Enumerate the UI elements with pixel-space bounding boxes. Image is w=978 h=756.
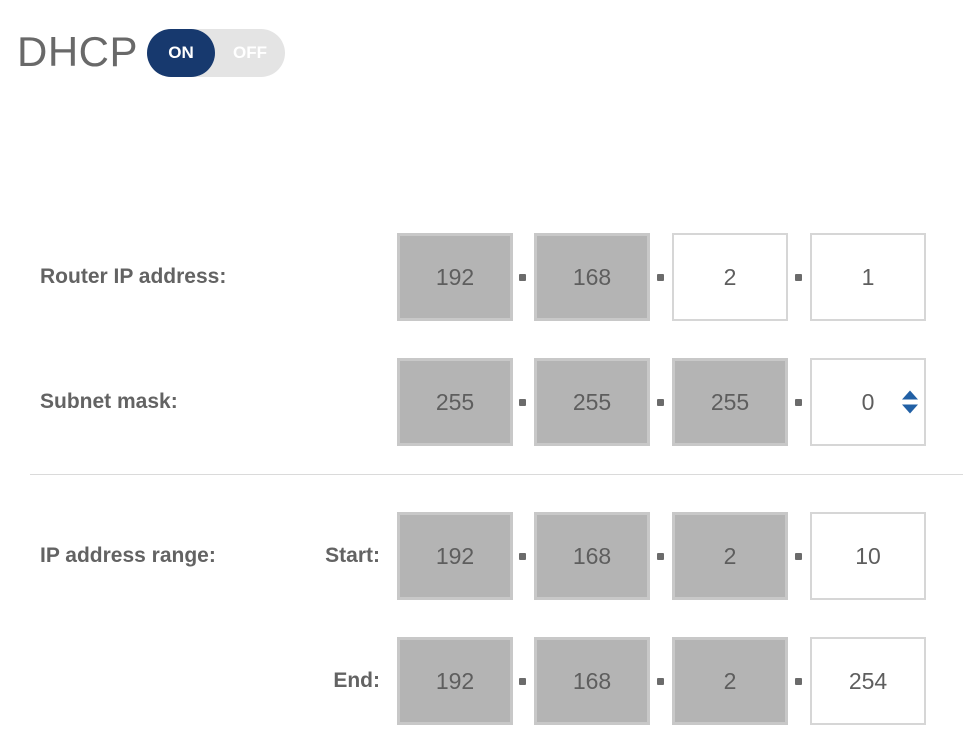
range-start-octet-4-input[interactable] (810, 512, 926, 600)
subnet-mask-octet-4-spinner (902, 390, 918, 414)
range-end-label: End: (333, 669, 380, 692)
octet-separator-dot (519, 399, 526, 406)
router-ip-octet-3-input[interactable] (672, 233, 788, 321)
section-divider (30, 474, 963, 475)
range-start-octet-1: 192 (397, 512, 513, 600)
range-end-octet-3: 2 (672, 637, 788, 725)
dhcp-toggle-off-button[interactable]: OFF (233, 43, 267, 62)
subnet-mask-label: Subnet mask: (40, 390, 178, 413)
octet-separator-dot (519, 553, 526, 560)
subnet-mask-octet-1: 255 (397, 358, 513, 446)
ip-range-start-row: IP address range: Start: 192 168 2 (0, 512, 978, 600)
subnet-mask-octet-4-input[interactable] (810, 358, 926, 446)
octet-separator-dot (657, 553, 664, 560)
dhcp-toggle[interactable]: ON OFF (147, 29, 285, 77)
subnet-mask-octet-3: 255 (672, 358, 788, 446)
octet-separator-dot (657, 274, 664, 281)
router-ip-octet-2: 168 (534, 233, 650, 321)
range-start-label: Start: (325, 544, 380, 567)
router-ip-octet-1: 192 (397, 233, 513, 321)
octet-separator-dot (519, 678, 526, 685)
router-ip-address-label: Router IP address: (40, 265, 227, 288)
dhcp-toggle-on-button[interactable]: ON (147, 29, 215, 77)
octet-separator-dot (795, 399, 802, 406)
router-ip-octet-4-input[interactable] (810, 233, 926, 321)
octet-separator-dot (657, 678, 664, 685)
octet-separator-dot (795, 553, 802, 560)
subnet-mask-row: Subnet mask: 255 255 255 (0, 358, 978, 446)
range-end-octet-1: 192 (397, 637, 513, 725)
ip-address-range-label: IP address range: (40, 544, 216, 567)
router-ip-address-row: Router IP address: 192 168 (0, 233, 978, 321)
range-end-octet-4-input[interactable] (810, 637, 926, 725)
octet-separator-dot (795, 678, 802, 685)
octet-separator-dot (519, 274, 526, 281)
ip-range-end-row: End: 192 168 2 (0, 637, 978, 725)
range-start-octet-2: 168 (534, 512, 650, 600)
spinner-down-button[interactable] (902, 404, 918, 414)
range-start-octet-3: 2 (672, 512, 788, 600)
octet-separator-dot (657, 399, 664, 406)
octet-separator-dot (795, 274, 802, 281)
range-end-octet-2: 168 (534, 637, 650, 725)
subnet-mask-octet-2: 255 (534, 358, 650, 446)
spinner-up-button[interactable] (902, 390, 918, 400)
page-title: DHCP (17, 28, 139, 75)
